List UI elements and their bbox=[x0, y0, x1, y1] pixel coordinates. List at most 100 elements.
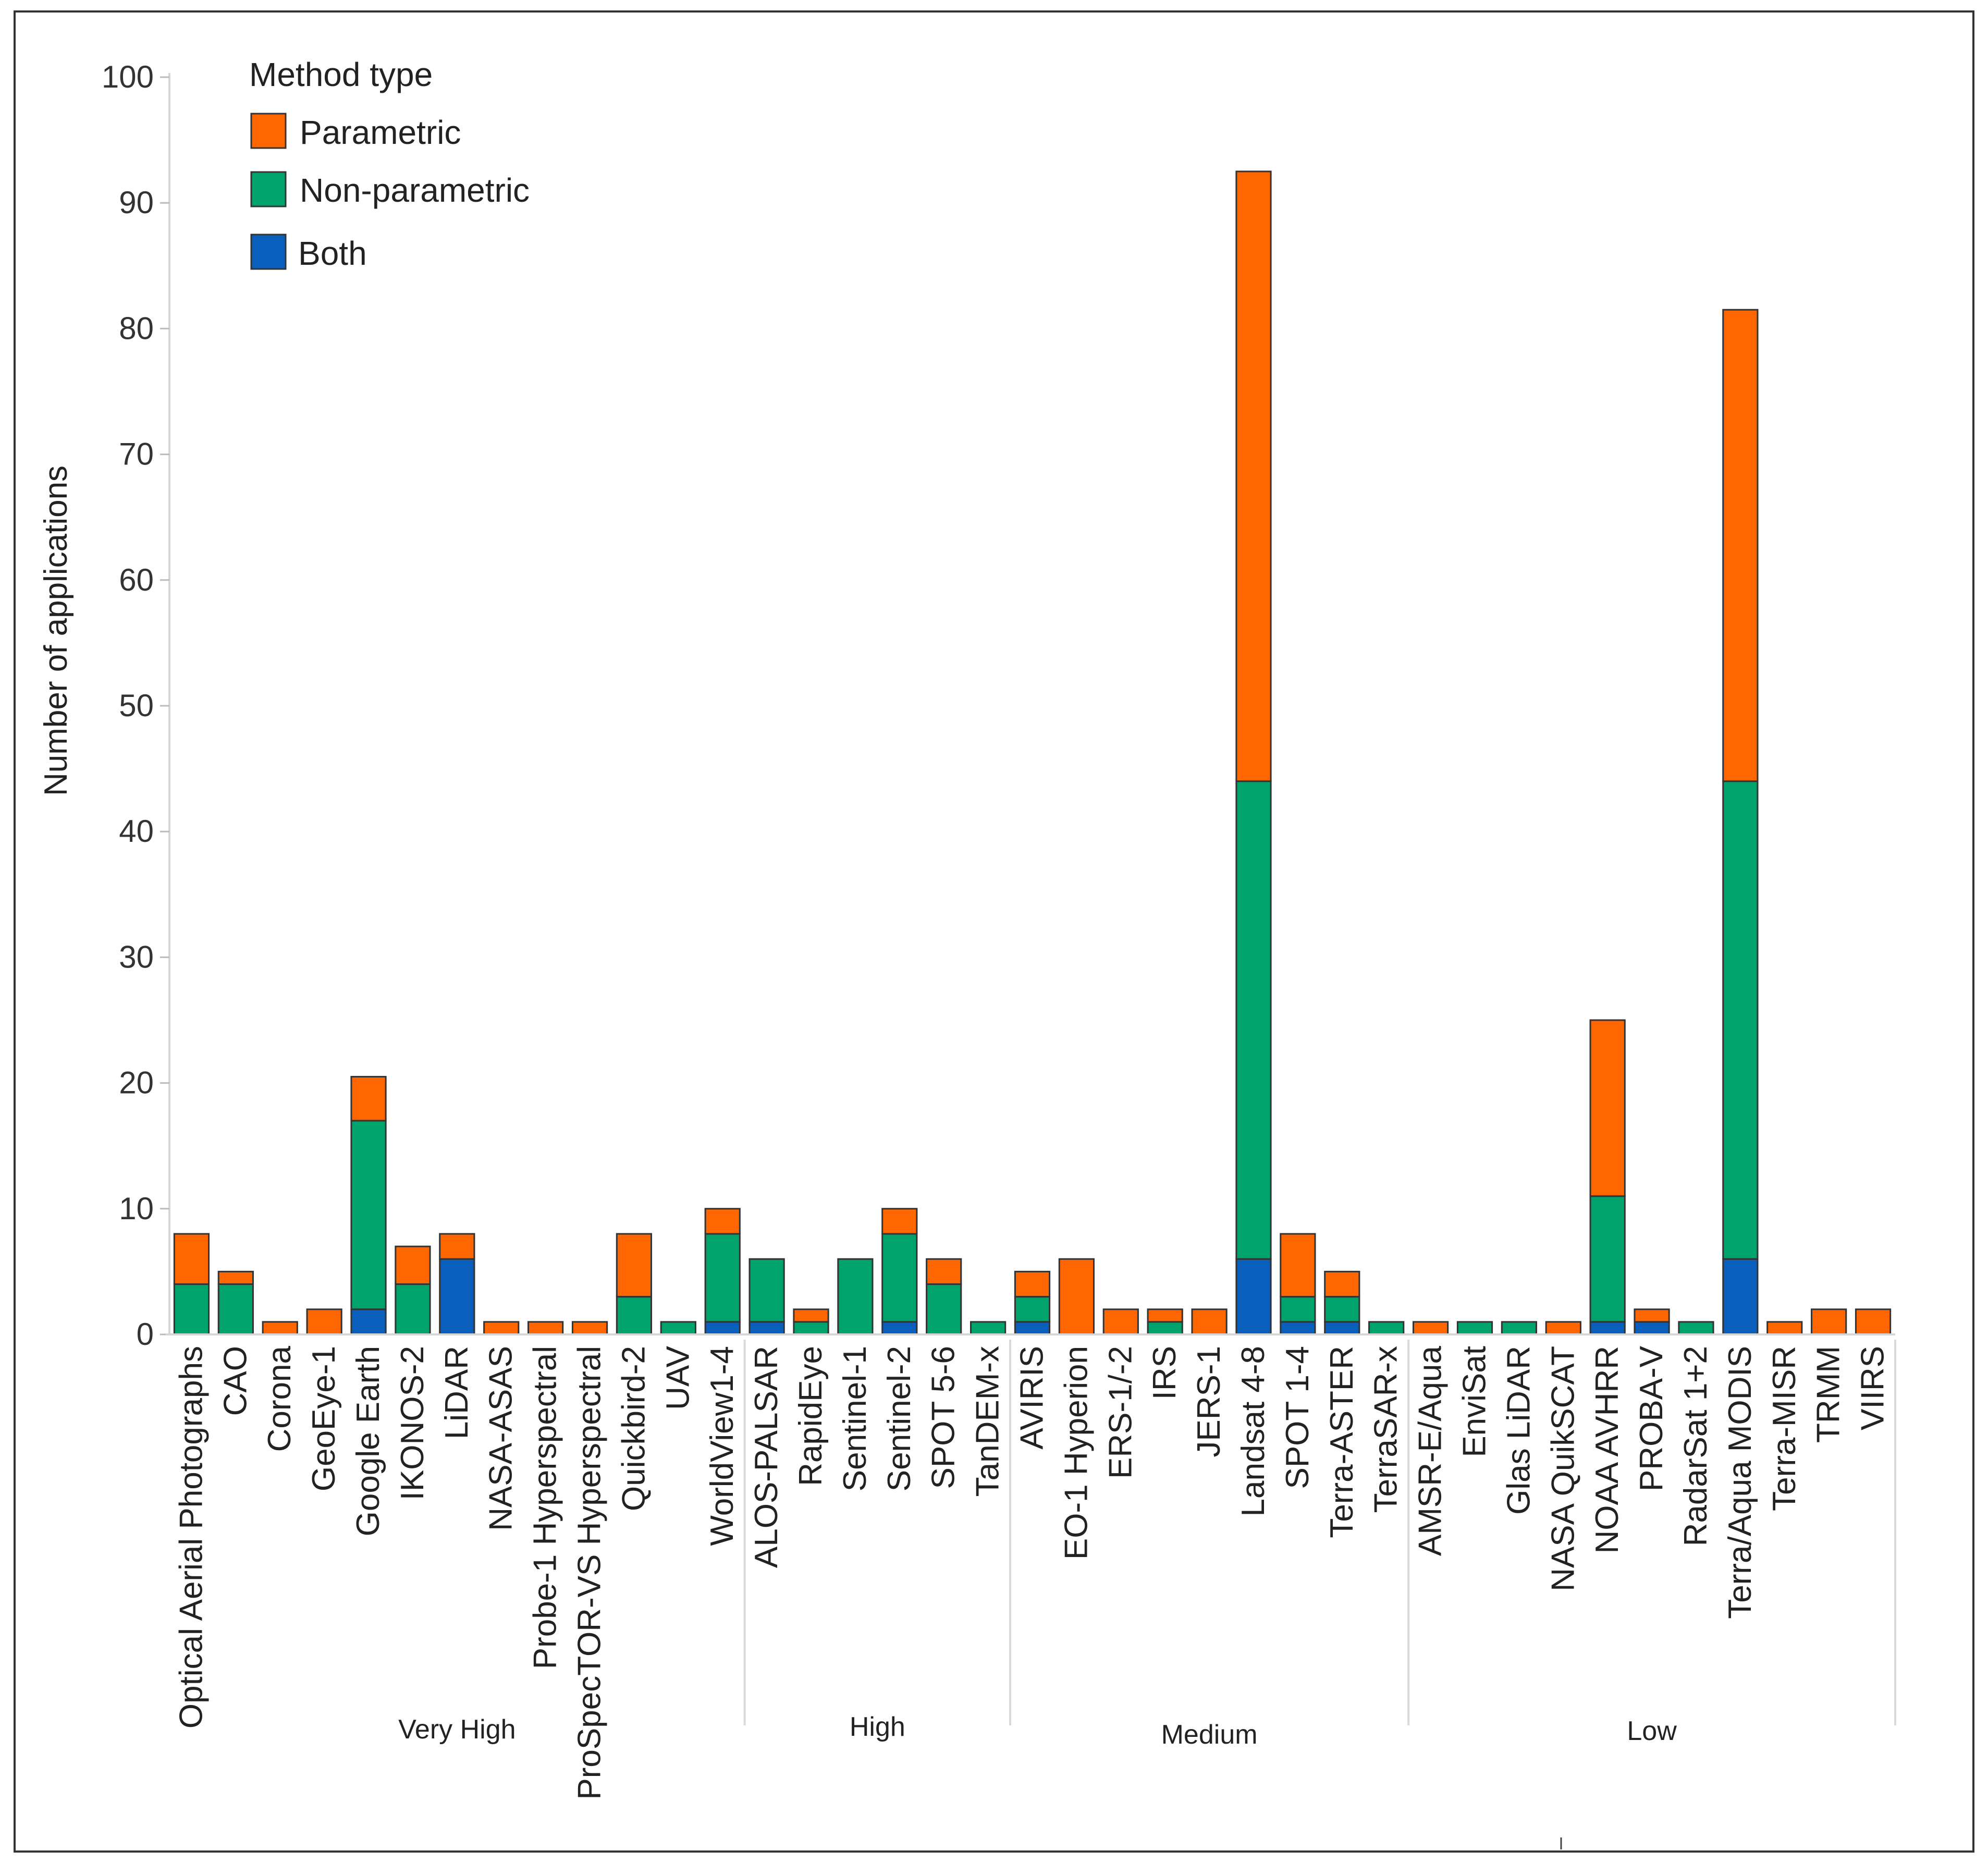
bar-worldview1-4-parametric bbox=[704, 1208, 741, 1235]
x-tick-label-probe-1-hyperspectral: Probe-1 Hyperspectral bbox=[527, 1346, 563, 1669]
x-tick-label-radarsat-1-2: RadarSat 1+2 bbox=[1678, 1346, 1714, 1546]
x-tick-label-glas-lidar: Glas LiDAR bbox=[1501, 1346, 1537, 1515]
legend-swatch-parametric bbox=[250, 113, 287, 149]
bar-ikonos-2-parametric bbox=[395, 1245, 431, 1285]
legend-label-non-parametric: Non-parametric bbox=[300, 171, 530, 209]
bar-ikonos-2-non-parametric bbox=[395, 1283, 431, 1335]
x-tick-label-prospector-vs-hyperspectral: ProSpecTOR-VS Hyperspectral bbox=[572, 1346, 608, 1800]
bar-proba-v-both bbox=[1634, 1321, 1670, 1335]
x-tick-label-jers-1: JERS-1 bbox=[1191, 1346, 1227, 1457]
x-tick-label-terra-aster: Terra-ASTER bbox=[1324, 1346, 1360, 1538]
bar-terra-misr-parametric bbox=[1766, 1321, 1803, 1335]
bar-terra-aqua-modis-parametric bbox=[1722, 309, 1759, 782]
y-tick-label-100: 100 bbox=[102, 59, 154, 94]
y-tick-label-30: 30 bbox=[119, 939, 154, 974]
legend-label-parametric: Parametric bbox=[300, 114, 461, 151]
bar-spot-5-6-parametric bbox=[926, 1258, 962, 1285]
bar-rapideye-non-parametric bbox=[793, 1321, 829, 1335]
x-tick-label-terra-aqua-modis: Terra/Aqua MODIS bbox=[1722, 1346, 1758, 1619]
group-label-low: Low bbox=[1627, 1716, 1677, 1746]
x-tick-label-ikonos-2: IKONOS-2 bbox=[395, 1346, 431, 1500]
y-tick-label-90: 90 bbox=[119, 185, 154, 220]
legend-swatch-both bbox=[250, 234, 287, 270]
bar-optical-aerial-photographs-parametric bbox=[173, 1233, 210, 1285]
y-tick-label-0: 0 bbox=[137, 1317, 154, 1352]
bar-aviris-non-parametric bbox=[1014, 1296, 1051, 1323]
x-tick-label-aviris: AVIRIS bbox=[1014, 1346, 1050, 1450]
group-label-high: High bbox=[850, 1712, 905, 1742]
bar-nasa-asas-parametric bbox=[483, 1321, 520, 1335]
x-tick-label-tandem-x: TanDEM-x bbox=[970, 1346, 1006, 1497]
bar-spot-1-4-parametric bbox=[1280, 1233, 1316, 1298]
bar-optical-aerial-photographs-non-parametric bbox=[173, 1283, 210, 1335]
bar-quickbird-2-parametric bbox=[616, 1233, 653, 1298]
bar-terra-aster-non-parametric bbox=[1324, 1296, 1360, 1323]
bar-eo-1-hyperion-parametric bbox=[1058, 1258, 1095, 1335]
bar-google-earth-non-parametric bbox=[350, 1120, 387, 1310]
bar-amsr-e-aqua-parametric bbox=[1412, 1321, 1449, 1335]
bar-cao-parametric bbox=[217, 1270, 254, 1285]
bar-uav-non-parametric bbox=[660, 1321, 696, 1335]
bar-noaa-avhrr-both bbox=[1589, 1321, 1626, 1335]
group-label-medium: Medium bbox=[1161, 1720, 1258, 1750]
bar-noaa-avhrr-non-parametric bbox=[1589, 1195, 1626, 1323]
y-tick-label-60: 60 bbox=[119, 562, 154, 597]
x-tick-label-proba-v: PROBA-V bbox=[1634, 1345, 1670, 1491]
y-tick-label-70: 70 bbox=[119, 437, 154, 472]
bar-terra-aqua-modis-non-parametric bbox=[1722, 780, 1759, 1260]
x-tick-label-spot-1-4: SPOT 1-4 bbox=[1280, 1346, 1316, 1489]
legend-title: Method type bbox=[249, 56, 433, 93]
bar-google-earth-both bbox=[350, 1308, 387, 1335]
y-tick-label-40: 40 bbox=[119, 814, 154, 849]
legend-label-both: Both bbox=[298, 235, 367, 272]
x-tick-label-landsat-4-8: Landsat 4-8 bbox=[1235, 1346, 1271, 1516]
bar-landsat-4-8-both bbox=[1235, 1258, 1272, 1335]
x-tick-label-nasa-asas: NASA-ASAS bbox=[483, 1346, 519, 1531]
bar-aviris-parametric bbox=[1014, 1270, 1051, 1298]
x-tick-label-envisat: EnviSat bbox=[1456, 1346, 1492, 1457]
x-tick-label-amsr-e-aqua: AMSR-E/Aqua bbox=[1413, 1345, 1449, 1556]
bar-irs-parametric bbox=[1147, 1308, 1183, 1323]
x-tick-labels: Optical Aerial Photographs CAO Corona GeoEy… bbox=[173, 1345, 1891, 1799]
bar-spot-5-6-non-parametric bbox=[926, 1283, 962, 1335]
x-tick-label-uav: UAV bbox=[660, 1345, 696, 1410]
bar-prospector-vs-hyperspectral-parametric bbox=[571, 1321, 608, 1335]
bar-sentinel-1-non-parametric bbox=[837, 1258, 874, 1335]
bar-worldview1-4-both bbox=[704, 1321, 741, 1335]
bar-landsat-4-8-parametric bbox=[1235, 170, 1272, 782]
bar-corona-parametric bbox=[262, 1321, 298, 1335]
x-tick-label-optical-aerial-photographs: Optical Aerial Photographs bbox=[173, 1346, 209, 1729]
y-tick-label-80: 80 bbox=[119, 311, 154, 346]
bar-irs-non-parametric bbox=[1147, 1321, 1183, 1335]
bars bbox=[173, 170, 1892, 1335]
bar-geoeye-1-parametric bbox=[306, 1308, 342, 1335]
bar-quickbird-2-non-parametric bbox=[616, 1296, 653, 1335]
x-tick-label-worldview1-4: WorldView1-4 bbox=[704, 1346, 740, 1546]
legend: Method type Parametric Non-parametric Bo… bbox=[249, 56, 530, 272]
bar-trmm-parametric bbox=[1811, 1308, 1847, 1335]
figure-frame bbox=[14, 10, 1974, 1853]
y-tick-label-10: 10 bbox=[119, 1191, 154, 1226]
x-tick-label-corona: Corona bbox=[262, 1345, 298, 1452]
x-tick-label-viirs: VIIRS bbox=[1855, 1346, 1891, 1430]
bar-lidar-parametric bbox=[439, 1233, 475, 1260]
bar-radarsat-1-2-non-parametric bbox=[1678, 1321, 1714, 1335]
bar-alos-palsar-non-parametric bbox=[748, 1258, 785, 1323]
bar-tandem-x-non-parametric bbox=[970, 1321, 1007, 1335]
y-tick-label-50: 50 bbox=[119, 688, 154, 723]
y-axis-label: Number of applications bbox=[38, 465, 74, 796]
bar-sentinel-2-parametric bbox=[881, 1208, 918, 1235]
x-tick-label-irs: IRS bbox=[1147, 1346, 1183, 1400]
x-tick-label-rapideye: RapidEye bbox=[793, 1346, 829, 1486]
bar-nasa-quikscat-parametric bbox=[1545, 1321, 1581, 1335]
y-ticks: 0 10 20 30 40 50 60 70 80 90 100 bbox=[102, 59, 169, 1352]
bar-terra-aqua-modis-both bbox=[1722, 1258, 1759, 1335]
bar-spot-1-4-non-parametric bbox=[1280, 1296, 1316, 1323]
resolution-groups: Very High High Medium Low bbox=[398, 1340, 1896, 1750]
y-tick-label-20: 20 bbox=[119, 1065, 154, 1100]
x-tick-label-terra-misr: Terra-MISR bbox=[1766, 1346, 1802, 1511]
bar-cao-non-parametric bbox=[217, 1283, 254, 1335]
bar-proba-v-parametric bbox=[1634, 1308, 1670, 1323]
bar-sentinel-2-non-parametric bbox=[881, 1233, 918, 1323]
